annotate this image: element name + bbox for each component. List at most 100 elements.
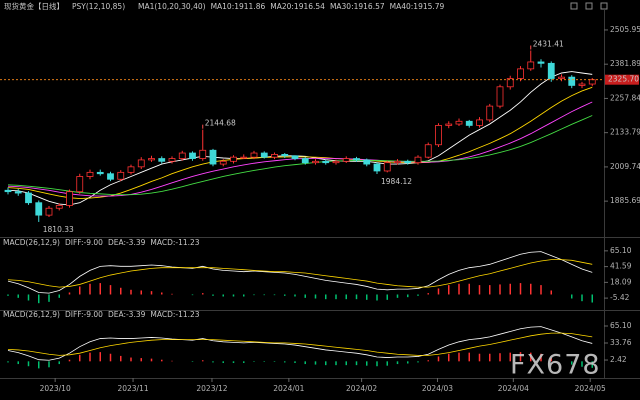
candle-body [332, 160, 340, 164]
y-tick-label: 2133.79 [610, 128, 640, 137]
y-tick-label: -5.42 [610, 293, 630, 302]
candle-body [588, 79, 596, 85]
chart-title: 现货黄金【日线】 [4, 1, 64, 11]
candle-body [424, 144, 432, 158]
high-label: 2431.41 [533, 40, 564, 49]
legend-entry: MACD:-11.23 [150, 238, 199, 247]
candle-body [301, 158, 309, 164]
x-tick-label: 2023/10 [40, 384, 71, 393]
x-tick-label: 2024/01 [273, 384, 304, 393]
legend-entry: DEA:-3.39 [108, 310, 146, 319]
legend-entry: MACD(26,12,9) [3, 310, 60, 319]
ma-line [7, 86, 593, 200]
y-tick-label: 65.10 [610, 321, 632, 330]
candle-body [496, 86, 504, 107]
icon[interactable] [600, 2, 608, 10]
candle-body [250, 152, 258, 158]
candle-body [55, 205, 63, 209]
candle-body [455, 120, 463, 125]
candle-body [158, 158, 166, 162]
macd-line [7, 251, 593, 294]
candle-body [383, 162, 391, 172]
candle-body [353, 158, 360, 161]
icon[interactable] [585, 2, 593, 10]
legend-entry: DIFF:-9.00 [65, 238, 103, 247]
x-tick-label: 2024/05 [575, 384, 606, 393]
candle-body [168, 158, 176, 162]
candle-body [76, 176, 84, 193]
indicator-label: PSY(12,10,85) [72, 2, 125, 11]
candle-body [25, 192, 32, 204]
y-tick-label: 18.09 [610, 277, 632, 286]
current-price-box [605, 74, 639, 85]
candle-body [281, 154, 289, 157]
candle-body [240, 156, 248, 159]
candle-body [96, 171, 104, 175]
macd-line [7, 259, 593, 288]
candle-body [45, 207, 53, 216]
candle-body [148, 158, 155, 161]
legend-entry: MACD:-11.23 [150, 310, 199, 319]
candle-body [363, 159, 371, 165]
low-label: 1810.33 [43, 225, 74, 234]
legend-entry: MA40:1915.79 [390, 2, 445, 11]
candle-body [547, 62, 555, 79]
watermark: FX678 [510, 350, 601, 381]
candle-body [219, 160, 227, 165]
candle-body [271, 154, 278, 158]
x-tick-label: 2024/02 [346, 384, 377, 393]
candle-body [342, 158, 350, 162]
candle-body [209, 149, 217, 165]
high-label: 2144.68 [205, 119, 236, 128]
candle-body [86, 171, 94, 177]
candle-body [394, 160, 401, 164]
candle-body [107, 173, 114, 180]
low-label: 1984.12 [381, 177, 412, 186]
legend-entry: DIFF:-9.00 [65, 310, 103, 319]
candle-body [260, 152, 268, 158]
candle-body [178, 152, 186, 159]
legend-entry: MA10:1911.86 [211, 2, 266, 11]
legend-entry: MACD(26,12,9) [3, 238, 60, 247]
candle-body [517, 68, 524, 79]
current-price-label: 2325.70 [608, 75, 639, 84]
candle-body [558, 76, 565, 79]
y-tick-label: 33.76 [610, 338, 632, 347]
candle-body [199, 149, 207, 159]
candle-body [66, 191, 73, 206]
candle-body [137, 159, 145, 168]
candle-body [414, 156, 422, 164]
y-tick-label: 2009.74 [610, 162, 640, 171]
x-tick-label: 2024/04 [498, 384, 529, 393]
x-tick-label: 2023/11 [117, 384, 148, 393]
candle-body [117, 171, 125, 180]
candle-body [127, 166, 135, 173]
ma-line [7, 71, 593, 206]
candle-body [465, 120, 473, 126]
candle-body [537, 61, 545, 64]
candle-body [445, 123, 453, 126]
candle-body [527, 61, 535, 70]
candle-body [476, 119, 483, 126]
macd-line [7, 326, 593, 361]
candle-body [4, 189, 12, 193]
y-tick-label: 2381.89 [610, 59, 640, 68]
candle-body [568, 76, 576, 86]
candle-body [506, 78, 514, 88]
candle-body [435, 125, 442, 146]
legend-entry: MA30:1916.57 [330, 2, 385, 11]
candle-body [230, 156, 237, 162]
candle-body [291, 155, 299, 159]
candle-body [404, 160, 412, 164]
macd-line [7, 332, 593, 356]
y-tick-label: 2257.84 [610, 93, 640, 102]
candle-body [486, 105, 494, 121]
x-tick-label: 2024/03 [422, 384, 453, 393]
candle-body [35, 202, 43, 216]
y-tick-label: 2.42 [610, 355, 627, 364]
y-tick-label: 2505.95 [610, 25, 640, 34]
icon[interactable] [570, 2, 578, 10]
candle-body [14, 191, 22, 194]
